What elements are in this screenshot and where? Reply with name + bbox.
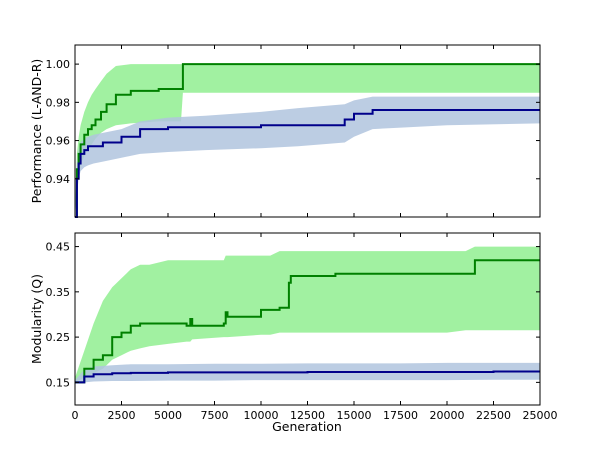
y-tick-label: 0.45	[46, 241, 71, 254]
series-0-band	[75, 246, 540, 383]
modularity-x-ticks: 0 2500 5000 7500 10000 12500 15000 17500 20000 22…	[72, 233, 558, 422]
x-tick-label: 7500	[201, 409, 229, 422]
y-tick-label: 0.98	[46, 96, 71, 109]
performance-x-ticks	[74, 45, 541, 217]
x-tick-label: 22500	[476, 409, 511, 422]
y-tick-label: 1.00	[46, 58, 71, 71]
modularity-panel: 0.15 0.25 0.35 0.45 0 2500 5000 7500 10000 12500…	[29, 232, 558, 434]
x-tick-label: 2500	[108, 409, 136, 422]
y-tick-label: 0.35	[46, 286, 71, 299]
modularity-lines	[75, 259, 540, 384]
x-tick-label: 5000	[154, 409, 182, 422]
performance-y-ticks: 0.94 0.96 0.98 1.00	[46, 58, 540, 186]
x-tick-label: 12500	[290, 409, 325, 422]
generation-x-axis-label: Generation	[272, 419, 342, 434]
performance-lines	[75, 63, 540, 218]
x-tick-label: 25000	[523, 409, 558, 422]
x-tick-label: 17500	[383, 409, 418, 422]
y-tick-label: 0.15	[46, 376, 71, 389]
series-1-line	[75, 370, 540, 384]
modularity-y-ticks: 0.15 0.25 0.35 0.45	[46, 241, 540, 389]
series-1-line	[75, 109, 540, 218]
modularity-y-axis-label: Modularity (Q)	[29, 274, 44, 364]
y-tick-label: 0.94	[46, 173, 71, 186]
y-tick-label: 0.96	[46, 135, 71, 148]
performance-y-axis-label: Performance (L-AND-R)	[29, 59, 44, 204]
x-tick-label: 10000	[244, 409, 279, 422]
series-0-band	[75, 64, 540, 217]
x-tick-label: 0	[72, 409, 79, 422]
performance-panel: 0.94 0.96 0.98 1.00 Performance (L-AND-R)	[29, 44, 541, 218]
y-tick-label: 0.25	[46, 331, 71, 344]
series-0-line	[75, 259, 540, 384]
x-tick-label: 20000	[430, 409, 465, 422]
x-tick-label: 15000	[337, 409, 372, 422]
